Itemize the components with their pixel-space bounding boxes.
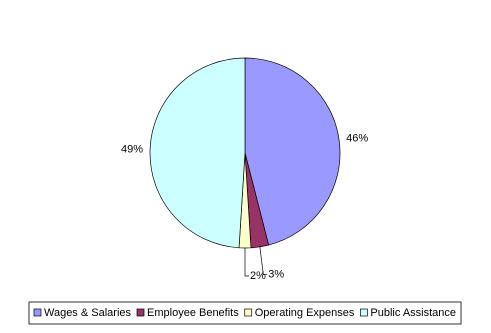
data-label: 3% xyxy=(268,268,284,280)
legend-swatch xyxy=(136,308,145,317)
legend-label: Operating Expenses xyxy=(255,307,355,319)
legend-label: Public Assistance xyxy=(370,307,456,319)
leader-line xyxy=(259,246,268,275)
data-label: 2% xyxy=(250,270,266,282)
data-label: 46% xyxy=(346,133,368,145)
leader-line xyxy=(244,248,249,277)
pie-slice xyxy=(244,57,341,246)
legend-label: Employee Benefits xyxy=(147,307,239,319)
legend-label: Wages & Salaries xyxy=(44,307,132,319)
legend: Wages & Salaries Employee Benefits Operati… xyxy=(33,307,456,319)
data-label: 49% xyxy=(121,143,143,155)
legend-swatch xyxy=(33,308,42,317)
pie-slice xyxy=(149,57,246,249)
legend-swatch xyxy=(360,308,368,317)
legend-swatch xyxy=(244,308,253,317)
